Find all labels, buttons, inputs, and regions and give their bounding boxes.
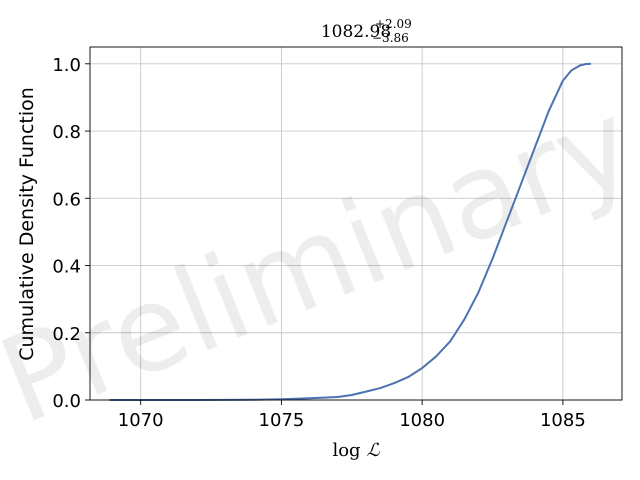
y-tick-label-4: 0.8	[52, 122, 81, 143]
y-tick-label-0: 0.0	[52, 391, 81, 412]
x-axis-label: log ℒ	[332, 440, 380, 461]
y-tick-label-1: 0.2	[52, 324, 81, 345]
y-tick-label-2: 0.4	[52, 257, 81, 278]
watermark-text: Preliminary	[0, 73, 640, 451]
chart-title: 1082.98	[321, 22, 391, 42]
title-value: 1082.98	[321, 22, 391, 42]
title-superscript: +2.09	[375, 17, 412, 31]
y-tick-label-5: 1.0	[52, 55, 81, 76]
series-group	[109, 62, 592, 401]
plot-frame	[89, 46, 623, 401]
x-tick-label-2: 1080	[399, 410, 445, 431]
y-axis-ticks: 0.0 0.2 0.4 0.6 0.8 1.0	[52, 55, 90, 412]
x-tick-label-0: 1070	[118, 410, 164, 431]
x-axis-ticks: 1070 1075 1080 1085	[118, 400, 586, 431]
watermark-group: Preliminary	[0, 73, 640, 451]
cdf-line-0	[109, 62, 592, 401]
x-tick-label-3: 1085	[540, 410, 586, 431]
x-axis-label-symbol: ℒ	[367, 440, 381, 461]
x-tick-label-1: 1075	[259, 410, 305, 431]
y-axis-label: Cumulative Density Function	[16, 87, 38, 361]
y-tick-label-3: 0.6	[52, 189, 81, 210]
title-subscript: −3.86	[372, 31, 409, 45]
x-axis-label-prefix: log	[332, 440, 360, 461]
